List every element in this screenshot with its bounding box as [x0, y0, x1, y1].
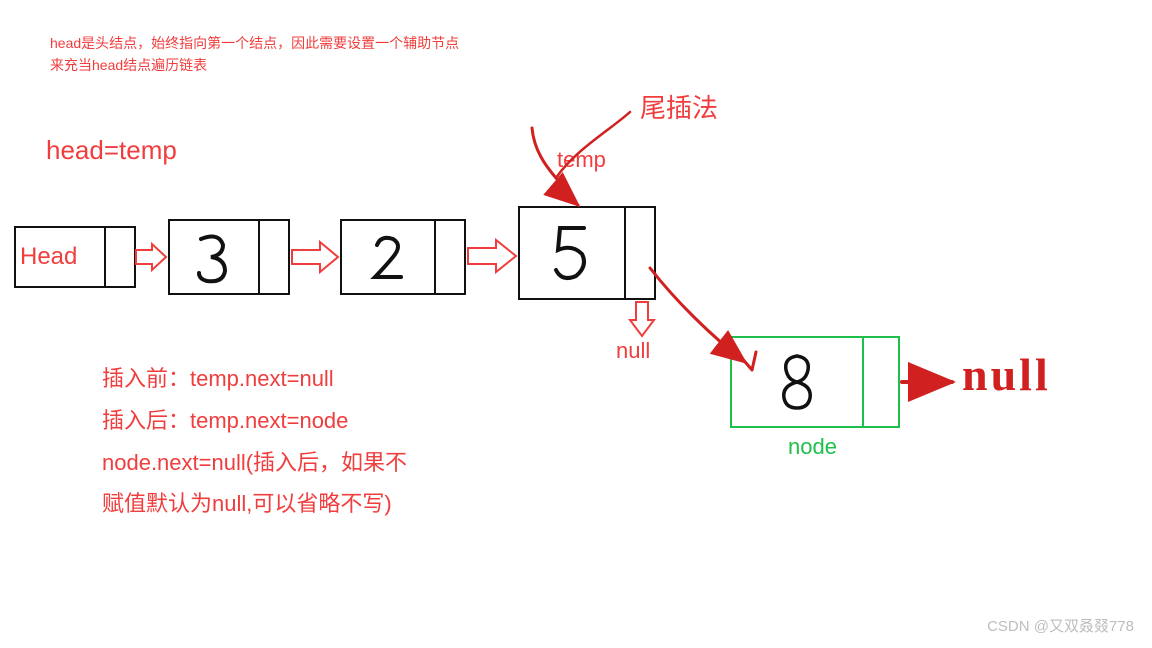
top-note-line1: head是头结点，始终指向第一个结点，因此需要设置一个辅助节点	[50, 32, 459, 54]
explain-line4: 赋值默认为null,可以省略不写)	[102, 483, 407, 525]
explain-line3: node.next=null(插入后，如果不	[102, 442, 407, 484]
explain-line1: 插入前：temp.next=null	[102, 358, 407, 400]
head-node-ptr	[106, 228, 134, 286]
handwritten-null: null	[962, 348, 1051, 401]
node-8-ptr	[864, 338, 898, 426]
arrows-overlay	[0, 0, 1152, 648]
node-8-data	[732, 338, 864, 426]
node-5-data	[520, 208, 626, 298]
head-eq-temp-label: head=temp	[46, 135, 177, 166]
digit-5-icon	[544, 218, 600, 288]
node-3-ptr	[260, 221, 288, 293]
node-5	[518, 206, 656, 300]
temp-label: temp	[557, 147, 606, 173]
watermark: CSDN @又双叒叕778	[987, 615, 1134, 636]
null-label: null	[616, 338, 650, 364]
node-2-data	[342, 221, 436, 293]
node-3	[168, 219, 290, 295]
arrow-2-to-5	[468, 240, 516, 272]
node-5-ptr	[626, 208, 654, 298]
explanation-block: 插入前：temp.next=null 插入后：temp.next=node no…	[102, 358, 407, 525]
node-2-ptr	[436, 221, 464, 293]
node-label: node	[788, 434, 837, 460]
arrow-head-to-3	[136, 244, 166, 270]
title-label: 尾插法	[640, 88, 718, 125]
digit-2-icon	[363, 227, 413, 287]
top-note-line2: 来充当head结点遍历链表	[50, 54, 459, 76]
head-node: Head	[14, 226, 136, 288]
node-3-data	[170, 221, 260, 293]
node-8	[730, 336, 900, 428]
digit-3-icon	[189, 227, 239, 287]
digit-8-icon	[772, 348, 822, 416]
node-2	[340, 219, 466, 295]
explain-line2: 插入后：temp.next=node	[102, 400, 407, 442]
top-note: head是头结点，始终指向第一个结点，因此需要设置一个辅助节点 来充当head结…	[50, 32, 459, 77]
head-node-label: Head	[16, 228, 106, 286]
arrow-3-to-2	[292, 242, 338, 272]
arrow-5-to-null	[630, 302, 654, 336]
